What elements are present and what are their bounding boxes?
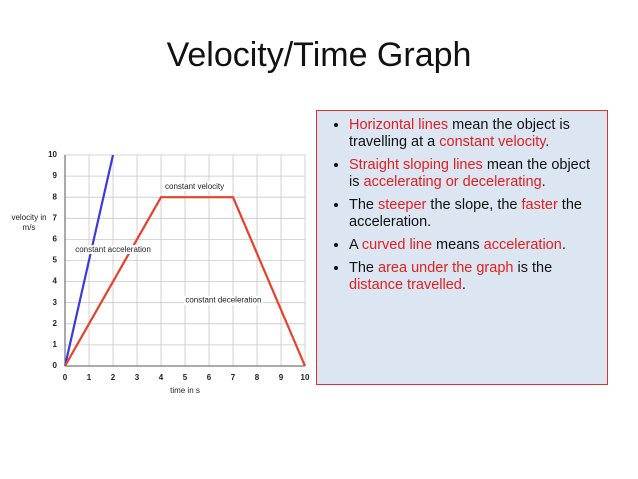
highlight-text: Straight sloping lines xyxy=(349,157,483,173)
highlight-text: constant velocity xyxy=(439,134,546,150)
annotation: constant deceleration xyxy=(185,296,261,305)
bullet-text: . xyxy=(545,134,550,150)
highlight-text: faster xyxy=(521,197,558,213)
bullet: The area under the graph is the distance… xyxy=(349,260,599,294)
bullet-text: mean the object is xyxy=(349,157,591,190)
bullet-text: A xyxy=(349,237,362,253)
x-tick-label: 2 xyxy=(111,373,116,382)
bullet-text: . xyxy=(541,174,546,190)
bullet-text: means xyxy=(432,237,484,253)
bullet-text: The xyxy=(349,197,379,213)
x-tick-label: 7 xyxy=(231,373,236,382)
highlight-text: accelerating or decelerating xyxy=(363,174,542,190)
bullet-list: Horizontal lines mean the object is trav… xyxy=(317,111,607,294)
x-tick-label: 9 xyxy=(279,373,284,382)
x-tick-label: 5 xyxy=(183,373,188,382)
y-tick-label: 6 xyxy=(53,235,58,244)
y-tick-label: 4 xyxy=(53,277,58,286)
x-tick-label: 10 xyxy=(301,373,310,382)
annotation-background xyxy=(184,295,263,305)
line xyxy=(64,196,307,367)
x-tick-label: 6 xyxy=(207,373,212,382)
highlight-text: Horizontal lines xyxy=(349,117,449,133)
y-tick-label: 1 xyxy=(53,340,58,349)
y-tick-label: 0 xyxy=(53,361,58,370)
highlight-text: curved line xyxy=(361,237,433,253)
highlight-text: steeper xyxy=(378,197,427,213)
bullet: A curved line means acceleration. xyxy=(349,237,599,254)
annotation: constant velocity xyxy=(165,182,224,191)
slide-title: Velocity/Time Graph xyxy=(166,36,472,74)
bullet-text: . xyxy=(461,277,466,293)
annotation: constant acceleration xyxy=(75,245,151,254)
bullet: Straight sloping lines mean the object i… xyxy=(349,157,599,191)
y-tick-label: 2 xyxy=(53,319,58,328)
y-tick-label: 10 xyxy=(48,150,57,159)
x-tick-label: 1 xyxy=(87,373,92,382)
line xyxy=(63,154,115,367)
x-tick-label: 8 xyxy=(255,373,260,382)
y-tick-label: 5 xyxy=(53,256,58,265)
highlight-text: area under the graph xyxy=(378,260,514,276)
bullet-text: the slope, the xyxy=(426,197,522,213)
highlight-text: acceleration xyxy=(483,237,562,253)
annotation-background xyxy=(164,181,226,191)
bullet-text: . xyxy=(561,237,566,253)
y-axis-label: velocity in m/s xyxy=(11,213,47,232)
x-tick-label: 3 xyxy=(135,373,140,382)
y-tick-label: 7 xyxy=(53,213,58,222)
y-tick-label: 3 xyxy=(53,298,58,307)
bullet-text: mean the object is travelling at a xyxy=(349,117,570,150)
y-tick-label: 9 xyxy=(53,171,58,180)
x-axis-label: time in s xyxy=(170,386,200,395)
bullet-text: the acceleration. xyxy=(349,197,582,230)
bullet-text: is the xyxy=(513,260,553,276)
text-box: Horizontal lines mean the object is trav… xyxy=(316,110,608,385)
bullet: The steeper the slope, the faster the ac… xyxy=(349,197,599,231)
highlight-text: distance travelled xyxy=(349,277,462,293)
y-tick-label: 8 xyxy=(53,192,58,201)
x-tick-label: 0 xyxy=(63,373,68,382)
bullet-text: The xyxy=(349,260,379,276)
bullet: Horizontal lines mean the object is trav… xyxy=(349,117,599,151)
x-tick-label: 4 xyxy=(159,373,164,382)
annotation-background xyxy=(74,245,152,255)
